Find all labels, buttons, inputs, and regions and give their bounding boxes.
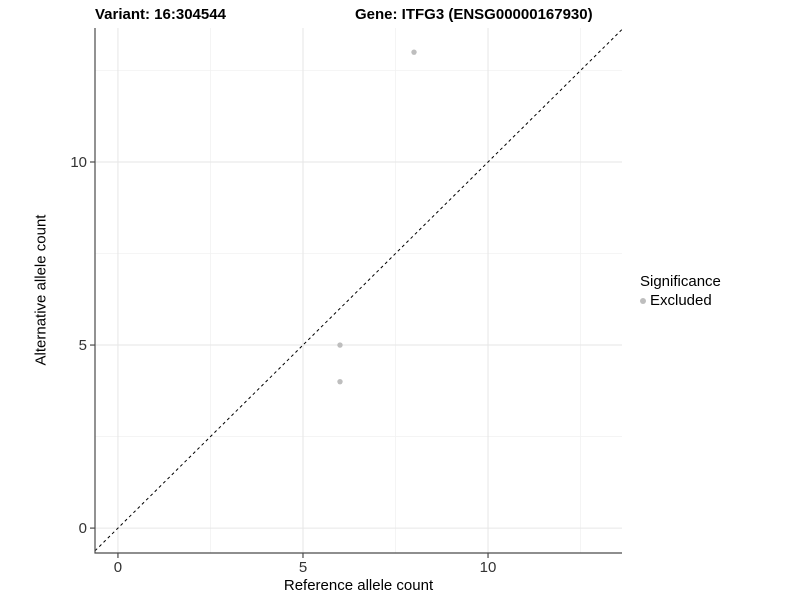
x-tick-label: 5: [299, 559, 307, 576]
legend-title: Significance: [640, 273, 721, 290]
y-tick-label: 5: [79, 337, 87, 354]
legend-item-excluded: Excluded: [640, 292, 721, 309]
x-tick-label: 10: [480, 559, 497, 576]
legend-point-icon: [640, 297, 646, 304]
y-tick-label: 0: [79, 520, 87, 537]
data-point: [337, 378, 343, 385]
x-tick-label: 0: [114, 559, 122, 576]
data-point: [411, 49, 417, 55]
plot-title-variant: Variant: 16:304544: [95, 6, 226, 23]
data-point: [337, 342, 343, 348]
y-axis-title: Alternative allele count: [32, 214, 50, 366]
y-tick-label: 10: [70, 154, 87, 171]
legend-item-label: Excluded: [650, 292, 712, 309]
identity-line: [94, 29, 623, 552]
plot-title-gene: Gene: ITFG3 (ENSG00000167930): [355, 6, 593, 23]
x-axis-title: Reference allele count: [283, 577, 434, 594]
legend: Significance Excluded: [640, 273, 721, 309]
